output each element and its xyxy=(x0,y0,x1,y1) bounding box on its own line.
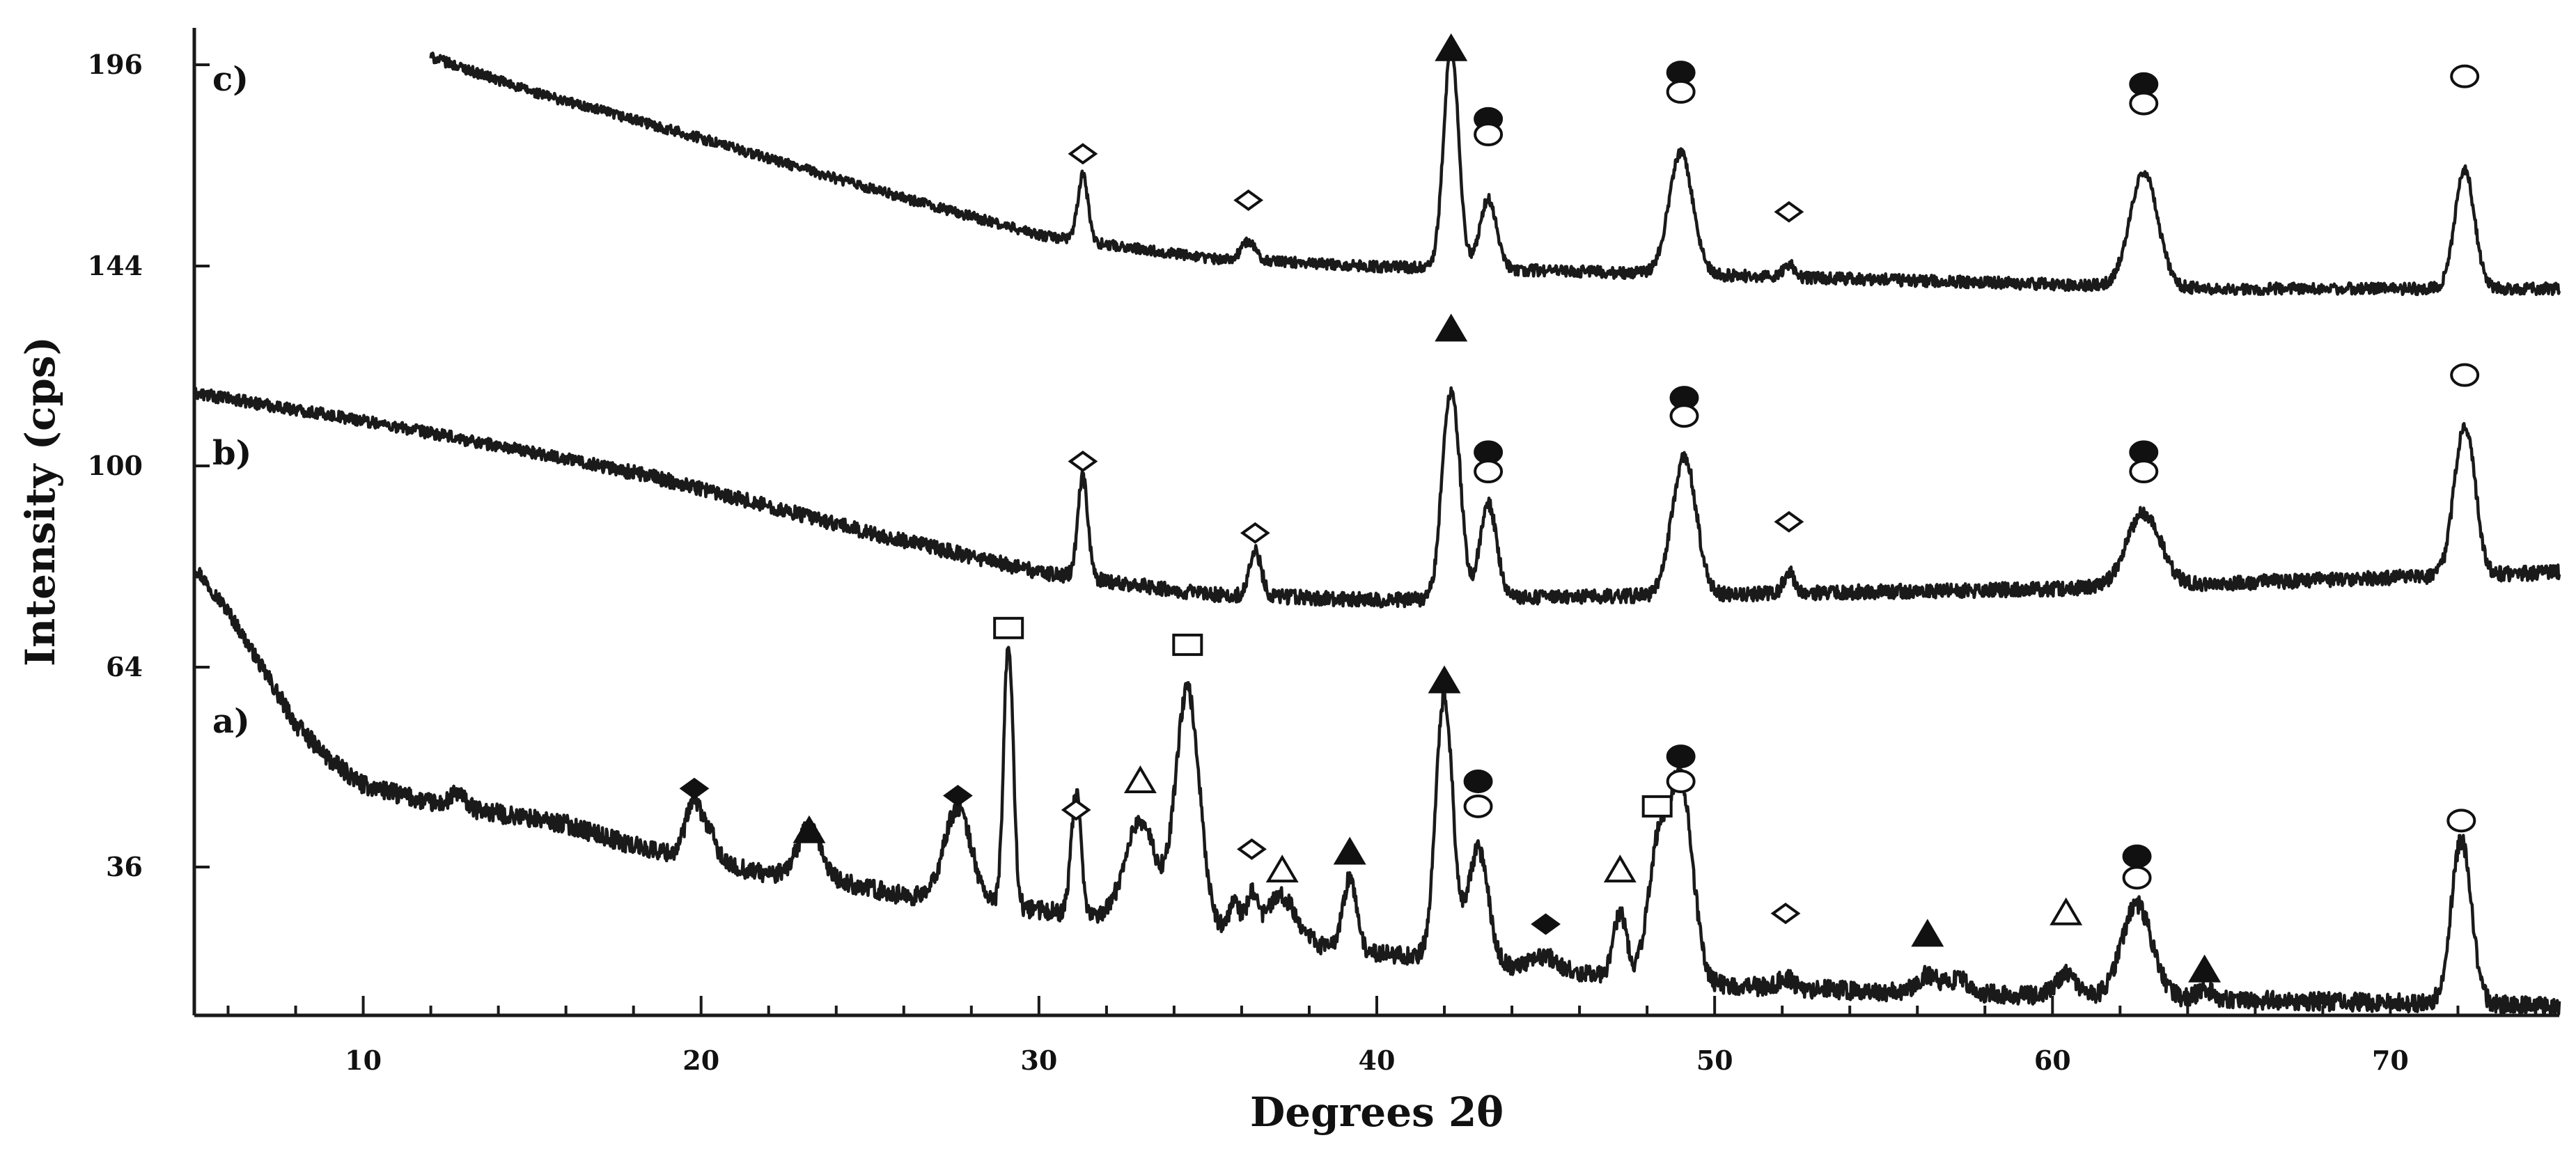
filled-circle-marker xyxy=(2122,844,2152,868)
open-circle-marker xyxy=(2446,809,2476,833)
open-circle-marker xyxy=(1463,794,1493,818)
x-tick-label: 30 xyxy=(1020,1045,1057,1076)
open-circle-marker xyxy=(1474,123,1504,147)
open-triangle-marker xyxy=(1123,765,1157,793)
trace-c xyxy=(429,42,2561,297)
y-tick-label: 144 xyxy=(88,250,143,281)
filled-triangle-marker xyxy=(1911,919,1944,947)
open-square-marker xyxy=(1172,633,1203,656)
y-tick-label: 36 xyxy=(106,851,143,882)
filled-diamond-marker xyxy=(943,785,973,806)
y-tick-label: 100 xyxy=(88,450,143,481)
filled-triangle-marker xyxy=(2188,954,2222,983)
filled-circle-marker xyxy=(1463,770,1493,793)
filled-triangle-marker xyxy=(1333,836,1366,865)
y-axis-title: Intensity (cps) xyxy=(17,336,64,666)
filled-circle-marker xyxy=(1666,744,1696,769)
open-diamond-marker xyxy=(1068,143,1098,165)
trace-label: a) xyxy=(212,702,250,741)
open-square-marker xyxy=(1641,795,1673,818)
x-tick-label: 40 xyxy=(1359,1045,1396,1076)
x-tick-label: 70 xyxy=(2372,1045,2409,1076)
open-diamond-marker xyxy=(1770,903,1801,925)
open-triangle-marker xyxy=(1265,854,1299,883)
filled-diamond-marker xyxy=(679,777,710,799)
y-tick-label: 64 xyxy=(106,651,143,682)
open-triangle-marker xyxy=(1603,854,1637,883)
filled-triangle-marker xyxy=(1428,665,1461,694)
open-diamond-marker xyxy=(1774,201,1804,223)
open-circle-marker xyxy=(2129,460,2159,484)
open-circle-marker xyxy=(2450,363,2480,387)
x-ticks: 10 20 30 40 50 60 70 xyxy=(226,996,2527,1076)
open-circle-marker xyxy=(1474,460,1504,484)
trace-label: c) xyxy=(212,60,249,99)
open-circle-marker xyxy=(1666,79,1696,104)
filled-circle-marker xyxy=(1666,61,1696,85)
filled-circle-marker xyxy=(2129,440,2159,465)
trace-label: b) xyxy=(212,434,251,473)
filled-triangle-marker xyxy=(793,815,826,843)
x-axis-title: Degrees 2θ xyxy=(1250,1088,1504,1136)
open-circle-marker xyxy=(1666,770,1696,793)
peak-markers xyxy=(679,33,2480,983)
x-tick-label: 20 xyxy=(682,1045,719,1076)
traces xyxy=(192,42,2561,1017)
y-ticks: 36 64 100 144 196 xyxy=(88,49,210,882)
open-circle-marker xyxy=(2450,64,2480,88)
axes xyxy=(192,28,2559,1017)
filled-triangle-marker xyxy=(1435,313,1468,342)
x-tick-label: 10 xyxy=(345,1045,382,1076)
open-diamond-marker xyxy=(1774,510,1804,533)
open-diamond-marker xyxy=(1233,189,1264,211)
open-circle-marker xyxy=(1669,404,1699,428)
y-tick-label: 196 xyxy=(88,49,143,80)
trace-labels: a) b) c) xyxy=(212,60,251,741)
open-triangle-marker xyxy=(2050,897,2083,926)
trace-a xyxy=(192,567,2561,1017)
filled-circle-marker xyxy=(2129,72,2159,96)
open-diamond-marker xyxy=(1061,799,1091,821)
filled-diamond-marker xyxy=(1531,913,1561,935)
filled-circle-marker xyxy=(1474,440,1504,465)
trace-b xyxy=(192,386,2561,609)
open-circle-marker xyxy=(2129,91,2159,116)
open-diamond-marker xyxy=(1240,522,1270,544)
x-tick-label: 50 xyxy=(1696,1045,1733,1076)
open-square-marker xyxy=(993,616,1024,639)
open-diamond-marker xyxy=(1237,838,1267,860)
filled-triangle-marker xyxy=(1435,33,1468,61)
open-circle-marker xyxy=(2122,866,2152,890)
open-diamond-marker xyxy=(1068,451,1098,472)
x-tick-label: 60 xyxy=(2034,1045,2071,1076)
